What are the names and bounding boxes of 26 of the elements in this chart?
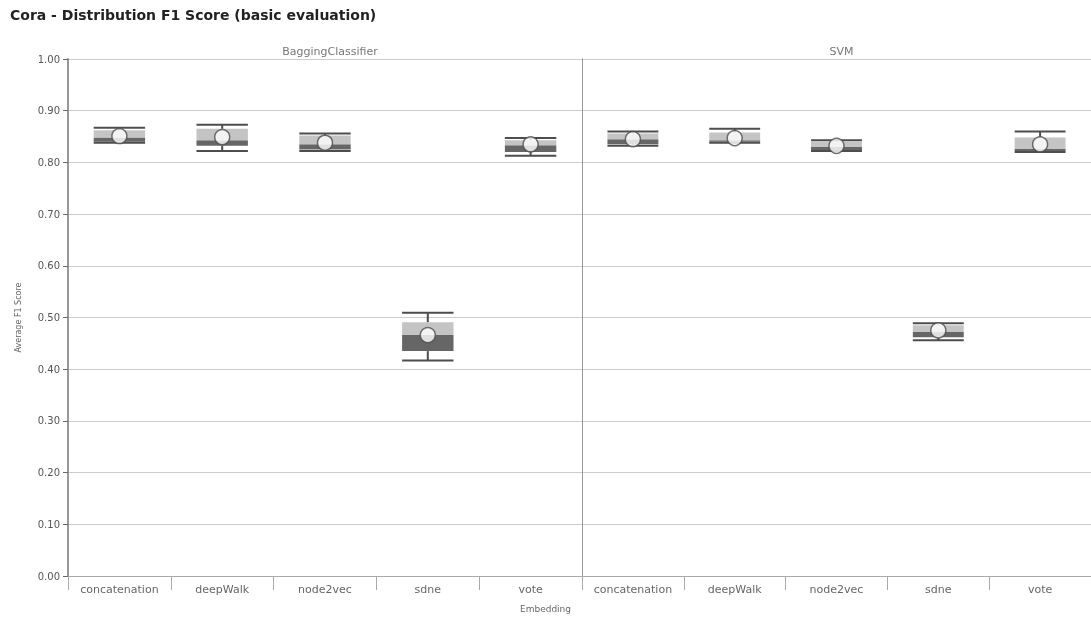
x-tick-label: vote	[1027, 583, 1053, 596]
x-axis-title: Embedding	[518, 604, 572, 614]
y-tick-label: 0.60	[37, 260, 60, 272]
x-tick-label: sdne	[414, 583, 442, 596]
y-tick-label: 0.20	[37, 467, 60, 479]
y-tick-label: 0.70	[37, 208, 60, 220]
x-tick-label: concatenation	[593, 583, 673, 596]
x-tick-label: deepWalk	[195, 583, 250, 596]
x-tick-label: sdne	[925, 583, 952, 596]
y-tick-label: 0.90	[37, 105, 60, 117]
y-tick-label: 0.50	[37, 312, 60, 323]
chart-subtitle: BaggingClassifier	[282, 45, 379, 58]
y-tick-label: 0.80	[37, 156, 60, 168]
y-tick-label: 0.30	[37, 415, 60, 427]
y-tick-label: 0.40	[37, 363, 60, 375]
chart-title: Cora - Distribution F1 Score (basic evaluation)	[10, 7, 377, 23]
x-tick-label: vote	[518, 583, 543, 596]
x-tick-label: node2vec	[809, 583, 864, 596]
y-tick-label: 0.10	[37, 518, 60, 530]
y-tick-label: 1.00	[37, 53, 60, 65]
y-tick-label: 0.00	[37, 570, 60, 582]
x-tick-label: concatenation	[80, 583, 159, 596]
x-tick-label: deepWalk	[707, 583, 763, 596]
y-axis-title: Average F1 Score	[13, 282, 23, 353]
x-tick-label: node2vec	[298, 583, 352, 596]
chart-subtitle: SVM	[829, 45, 854, 58]
